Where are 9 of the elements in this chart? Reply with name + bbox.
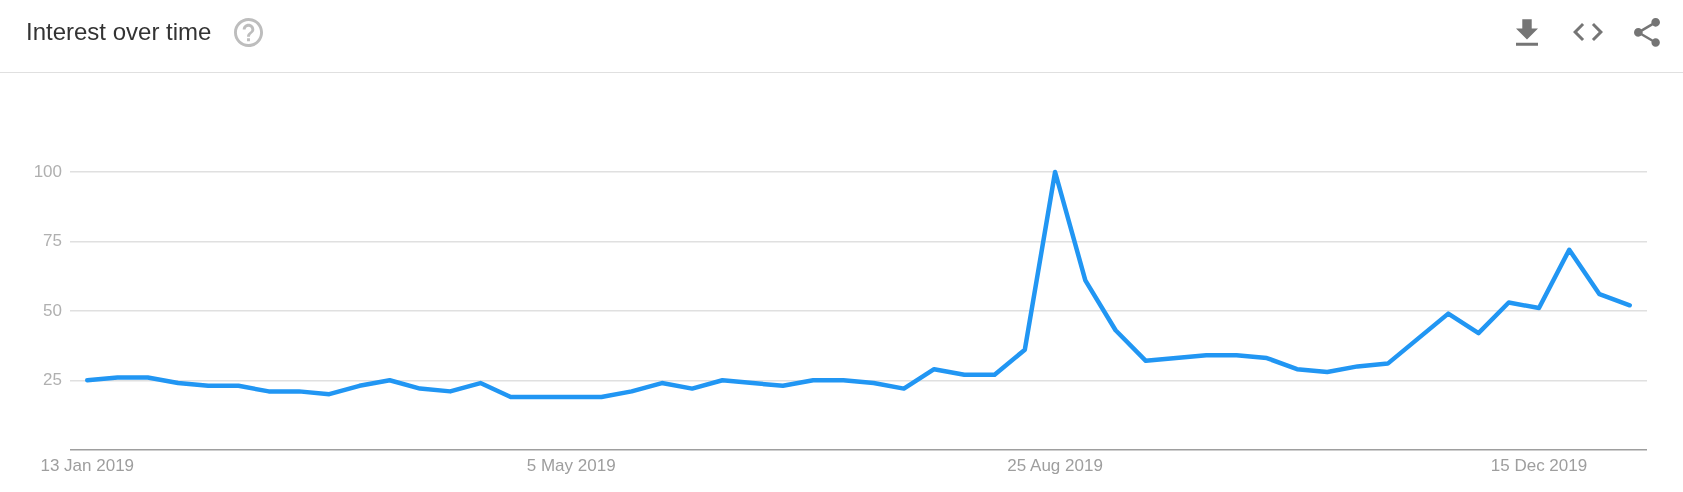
x-tick-label: 25 Aug 2019 — [1007, 455, 1103, 475]
x-tick-label: 15 Dec 2019 — [1490, 455, 1588, 475]
y-tick-label: 50 — [43, 300, 62, 320]
x-tick-label: 5 May 2019 — [526, 455, 616, 475]
y-tick-label: 25 — [43, 369, 62, 389]
x-tick-label: 13 Jan 2019 — [40, 455, 135, 475]
chart-title: Interest over time — [26, 18, 212, 46]
y-tick-label: 75 — [43, 231, 62, 251]
y-tick-label: 100 — [33, 161, 62, 181]
